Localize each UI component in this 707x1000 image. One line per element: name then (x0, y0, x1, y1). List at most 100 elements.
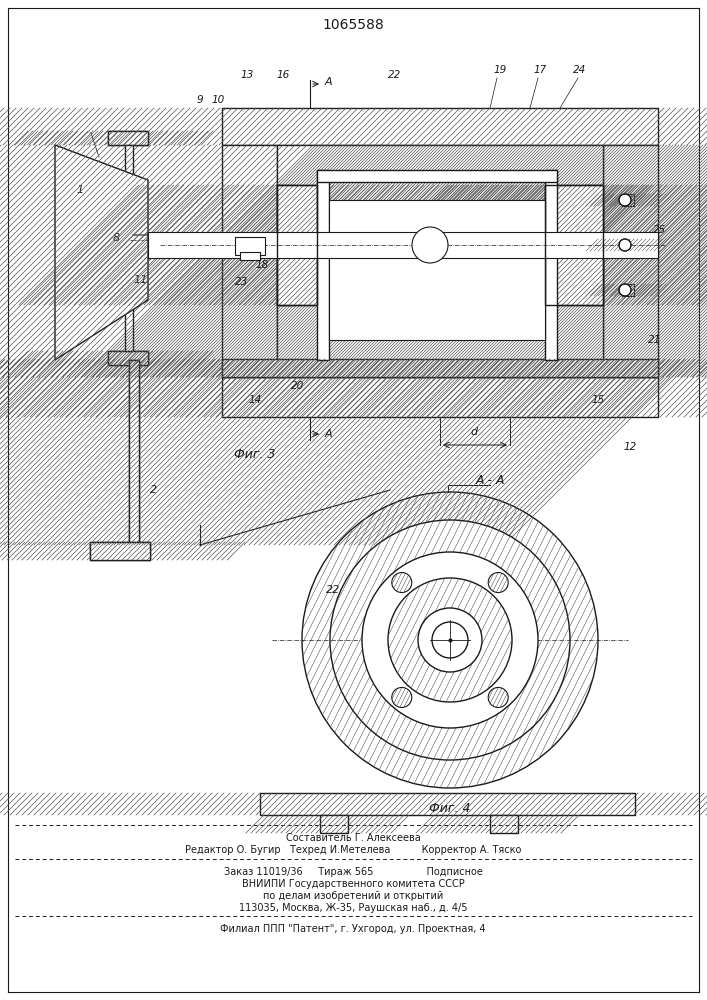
Circle shape (619, 239, 631, 251)
Bar (277, 185, 317, 305)
Bar (108, 351, 148, 365)
Bar (320, 815, 348, 833)
Circle shape (302, 492, 598, 788)
Bar (277, 185, 295, 305)
Bar (585, 185, 603, 305)
Text: Фиг. 4: Фиг. 4 (429, 802, 471, 814)
Text: 25: 25 (653, 225, 667, 235)
Circle shape (489, 687, 508, 707)
Circle shape (489, 573, 508, 593)
Bar (585, 185, 603, 305)
Bar (129, 360, 139, 545)
Text: 22: 22 (326, 585, 340, 595)
Circle shape (388, 578, 512, 702)
Text: 22: 22 (388, 70, 402, 80)
Bar (222, 377, 658, 417)
Bar (622, 239, 634, 251)
Bar (260, 793, 635, 815)
Bar (222, 145, 277, 377)
Bar (222, 108, 658, 145)
Circle shape (302, 492, 598, 788)
Text: 10: 10 (211, 95, 225, 105)
Text: 1: 1 (76, 185, 83, 195)
Bar (320, 815, 348, 833)
Bar (108, 131, 148, 145)
Bar (622, 194, 634, 206)
Bar (622, 194, 634, 206)
Bar (329, 200, 545, 340)
Circle shape (432, 622, 468, 658)
Circle shape (330, 520, 570, 760)
Bar (108, 351, 148, 365)
Bar (108, 351, 148, 365)
Bar (108, 131, 148, 145)
Bar (90, 542, 150, 560)
Text: 16: 16 (276, 70, 290, 80)
Text: 21: 21 (648, 335, 662, 345)
Bar (222, 145, 277, 377)
Bar (277, 185, 317, 305)
Text: 8: 8 (113, 233, 120, 243)
Bar (129, 360, 139, 545)
Text: Заказ 11019/36     Тираж 565                 Подписное: Заказ 11019/36 Тираж 565 Подписное (223, 867, 482, 877)
Text: 18: 18 (255, 260, 269, 270)
Bar (622, 239, 634, 251)
Text: Редактор О. Бугир   Техред И.Метелева          Корректор А. Тяско: Редактор О. Бугир Техред И.Метелева Корр… (185, 845, 521, 855)
Text: ВНИИПИ Государственного комитета СССР: ВНИИПИ Государственного комитета СССР (242, 879, 464, 889)
Bar (90, 542, 150, 560)
Bar (108, 131, 148, 145)
Bar (603, 145, 658, 377)
Text: 19: 19 (493, 65, 507, 75)
Circle shape (619, 194, 631, 206)
Text: 9: 9 (197, 95, 204, 105)
Bar (622, 284, 634, 296)
Text: Филиал ППП "Патент", г. Ухгород, ул. Проектная, 4: Филиал ППП "Патент", г. Ухгород, ул. Про… (220, 924, 486, 934)
Bar (129, 360, 139, 545)
Text: 20: 20 (291, 381, 305, 391)
Circle shape (418, 608, 482, 672)
Text: 13: 13 (240, 70, 254, 80)
Bar (222, 359, 658, 377)
Bar (545, 185, 603, 305)
Text: A: A (325, 77, 332, 87)
Text: 1065588: 1065588 (322, 18, 384, 32)
Bar (235, 237, 265, 255)
Text: 113035, Москва, Ж-35, Раушская наб., д. 4/5: 113035, Москва, Ж-35, Раушская наб., д. … (239, 903, 467, 913)
Text: 17: 17 (533, 65, 547, 75)
Circle shape (388, 578, 512, 702)
Text: 2: 2 (150, 485, 157, 495)
Text: 14: 14 (248, 395, 262, 405)
Text: 12: 12 (624, 442, 636, 452)
Bar (148, 232, 658, 258)
Bar (260, 793, 635, 815)
Bar (222, 108, 658, 145)
Text: A: A (325, 429, 332, 439)
Bar (240, 252, 260, 260)
Bar (317, 170, 557, 182)
Circle shape (362, 552, 538, 728)
Text: Фиг. 3: Фиг. 3 (234, 448, 276, 462)
Bar (603, 145, 658, 377)
Bar (545, 185, 603, 305)
Polygon shape (55, 145, 148, 360)
Bar (222, 377, 658, 417)
Bar (490, 815, 518, 833)
Text: 23: 23 (235, 277, 249, 287)
Text: d: d (470, 427, 477, 437)
Circle shape (330, 520, 570, 760)
Bar (222, 359, 658, 377)
Text: 15: 15 (591, 395, 604, 405)
Bar (622, 284, 634, 296)
Bar (90, 542, 150, 560)
Circle shape (412, 227, 448, 263)
Text: 24: 24 (573, 65, 587, 75)
Bar (317, 170, 329, 360)
Bar (277, 185, 295, 305)
Bar (277, 145, 603, 377)
Bar (125, 145, 133, 351)
Text: 11: 11 (134, 275, 148, 285)
Circle shape (392, 687, 411, 707)
Text: Составитель Г. Алексеева: Составитель Г. Алексеева (286, 833, 421, 843)
Circle shape (619, 284, 631, 296)
Bar (545, 170, 557, 360)
